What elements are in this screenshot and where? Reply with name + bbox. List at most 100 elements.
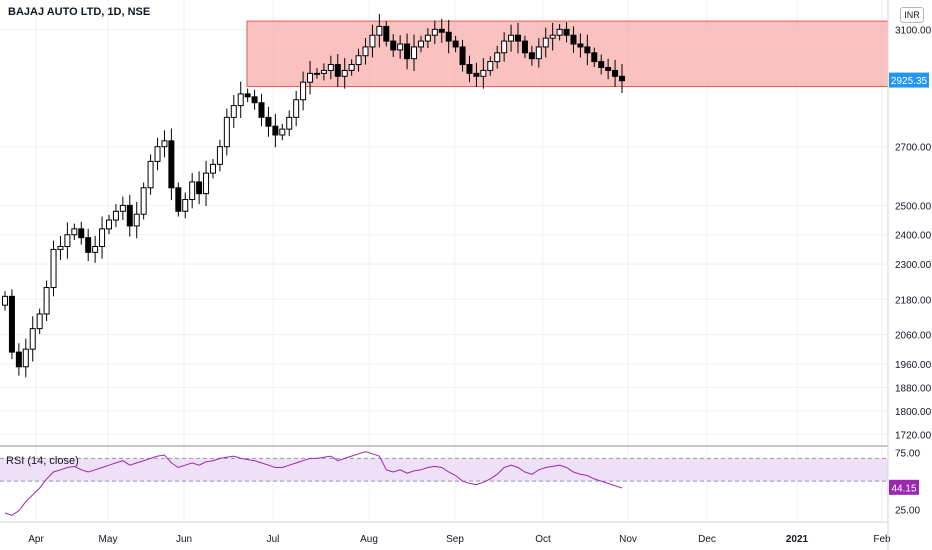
last-price-label <box>889 72 929 88</box>
candle-body <box>99 228 106 247</box>
candle-body <box>438 28 445 33</box>
rsi-tick-label: 75.00 <box>895 449 920 460</box>
candle-body <box>535 46 542 60</box>
time-tick-label: May <box>99 534 118 545</box>
candle-body <box>203 172 210 195</box>
candle-body <box>140 187 147 215</box>
price-tick-label: 3100.00 <box>895 25 932 36</box>
candle-body <box>22 348 29 368</box>
candle-body <box>196 181 203 195</box>
candle-body <box>78 228 85 239</box>
price-tick-label: 1800.00 <box>895 407 932 418</box>
candle-body <box>327 64 334 71</box>
last-price-text: 2925.35 <box>891 76 928 87</box>
candle-body <box>147 160 154 189</box>
time-tick-label: Jun <box>176 534 192 545</box>
candle-body <box>528 52 535 60</box>
candle-body <box>542 37 549 48</box>
price-axis[interactable]: 1720.00 1800.00 1880.00 1960.00 2060.00 2180.… <box>895 25 932 441</box>
candle-body <box>424 34 431 42</box>
candle-body <box>300 81 307 101</box>
candle-body <box>182 199 189 212</box>
candle-body <box>175 187 182 212</box>
candle-body <box>230 105 237 118</box>
candle-body <box>459 46 466 66</box>
candle-body <box>390 40 397 51</box>
time-tick-label: Apr <box>28 534 44 545</box>
candle-body <box>549 34 556 39</box>
candle-body <box>15 351 22 368</box>
candle-body <box>320 69 327 74</box>
candle-body <box>307 72 314 83</box>
time-tick-label: Oct <box>535 534 551 545</box>
price-tick-label: 2700.00 <box>895 143 932 154</box>
candle-body <box>29 328 36 350</box>
candle-body <box>251 96 258 104</box>
candle-body <box>279 128 286 136</box>
candle-body <box>563 28 570 36</box>
candle-body <box>57 245 64 250</box>
price-tick-label: 1880.00 <box>895 383 932 394</box>
candle-body <box>508 34 515 42</box>
candle-body <box>521 40 528 54</box>
candle-body <box>515 34 522 42</box>
candle-body <box>480 69 487 77</box>
candle-body <box>154 146 161 162</box>
time-axis[interactable]: Apr May Jun Jul Aug Sep Oct Nov Dec 2021 Feb <box>28 534 891 545</box>
candle-body <box>286 116 293 130</box>
candle-body <box>50 248 57 289</box>
symbol-title[interactable]: BAJAJ AUTO LTD, 1D, NSE <box>8 6 151 18</box>
candle-body <box>8 295 15 353</box>
candle-body <box>570 34 577 45</box>
grid-lines <box>0 0 888 521</box>
candle-body <box>36 313 43 330</box>
candle-body <box>237 93 244 107</box>
candle-body <box>223 116 230 148</box>
time-tick-label: Sep <box>446 534 464 545</box>
candle-body <box>126 204 133 227</box>
rsi-last-text: 44.15 <box>891 483 916 494</box>
candle-body <box>466 64 473 74</box>
candle-body <box>189 181 196 201</box>
candle-body <box>85 237 92 253</box>
candle-body <box>334 64 341 77</box>
candle-body <box>2 295 8 306</box>
rsi-axis[interactable]: 25.00 75.00 <box>895 449 920 517</box>
price-tick-label: 2180.00 <box>895 295 932 306</box>
candle-body <box>209 163 216 174</box>
candle-body <box>397 43 404 51</box>
candle-body <box>369 34 376 48</box>
time-tick-label: Aug <box>360 534 378 545</box>
candle-body <box>71 228 78 236</box>
candle-body <box>92 245 99 253</box>
candle-body <box>168 140 175 189</box>
candle-body <box>293 99 300 118</box>
currency-badge[interactable]: INR <box>900 7 924 23</box>
candle-body <box>452 40 459 48</box>
price-tick-label: 2060.00 <box>895 331 932 342</box>
candle-body <box>577 43 584 48</box>
candle-body <box>473 72 480 77</box>
value-labels: 2925.35 44.15 <box>889 72 929 495</box>
candle-body <box>133 213 140 227</box>
price-tick-label: 2500.00 <box>895 201 932 212</box>
candle-body <box>445 31 452 42</box>
rsi-title[interactable]: RSI (14, close) <box>6 455 79 467</box>
price-tick-label: 1960.00 <box>895 360 932 371</box>
candle-body <box>605 66 612 71</box>
candle-body <box>556 28 563 36</box>
candle-body <box>501 40 508 54</box>
candle-body <box>313 72 320 75</box>
rsi-band <box>0 458 888 482</box>
candle-body <box>244 93 251 98</box>
candle-body <box>411 46 418 60</box>
rsi-line <box>4 451 623 516</box>
candle-body <box>362 46 369 57</box>
candle-body <box>494 52 501 63</box>
candle-body <box>265 116 272 127</box>
candle-body <box>272 125 279 136</box>
candle-body <box>584 46 591 54</box>
candle-body <box>216 146 223 165</box>
time-tick-label: Feb <box>873 534 891 545</box>
